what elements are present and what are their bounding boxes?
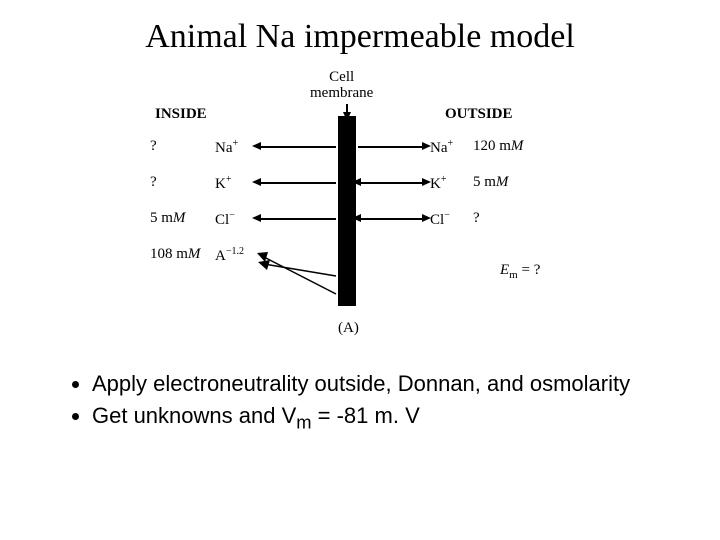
- outside-cl-ion: Cl−: [430, 210, 450, 229]
- inside-a-conc: 108 mM: [150, 246, 200, 263]
- cell-membrane-arrowhead: [343, 112, 351, 121]
- arrow-na-in-head: [252, 142, 261, 150]
- inside-cl-ion: Cl−: [215, 210, 235, 229]
- cell-membrane-label: Cellmembrane: [310, 70, 373, 102]
- outside-cl-conc: ?: [473, 210, 480, 227]
- arrow-na-in: [258, 146, 336, 148]
- inside-k-ion: K+: [215, 174, 231, 193]
- arrow-na-out: [358, 146, 425, 148]
- arrow-k-in-head-l: [252, 178, 261, 186]
- outside-k-conc: 5 mM: [473, 174, 508, 191]
- page-title: Animal Na impermeable model: [0, 0, 720, 56]
- inside-k-conc: ?: [150, 174, 157, 191]
- arrow-k-out-head-l: [352, 178, 361, 186]
- arrow-k-out-head-r: [422, 178, 431, 186]
- arrow-cl-out: [358, 218, 425, 220]
- arrow-a-in: [250, 236, 350, 306]
- bullet-1: Apply electroneutrality outside, Donnan,…: [92, 370, 672, 398]
- arrow-k-out: [358, 182, 425, 184]
- arrow-cl-in-head-l: [252, 214, 261, 222]
- bullet-list: Apply electroneutrality outside, Donnan,…: [72, 370, 672, 438]
- inside-a-ion: A−1.2: [215, 246, 244, 265]
- membrane-diagram: Cellmembrane INSIDE OUTSIDE ? Na+ Na+ 12…: [0, 76, 720, 356]
- arrow-na-out-head: [422, 142, 431, 150]
- inside-na-ion: Na+: [215, 138, 238, 157]
- inside-cl-conc: 5 mM: [150, 210, 185, 227]
- outside-em: Em = ?: [500, 262, 540, 281]
- outside-label: OUTSIDE: [445, 106, 513, 123]
- inside-label: INSIDE: [155, 106, 207, 123]
- panel-label: (A): [338, 320, 359, 337]
- arrow-k-in: [258, 182, 336, 184]
- arrow-cl-out-head-l: [352, 214, 361, 222]
- outside-na-conc: 120 mM: [473, 138, 523, 155]
- outside-na-ion: Na+: [430, 138, 453, 157]
- arrow-cl-out-head-r: [422, 214, 431, 222]
- bullet-2: Get unknowns and Vm = -81 m. V: [92, 402, 672, 434]
- outside-k-ion: K+: [430, 174, 446, 193]
- inside-na-conc: ?: [150, 138, 157, 155]
- arrow-cl-in: [258, 218, 336, 220]
